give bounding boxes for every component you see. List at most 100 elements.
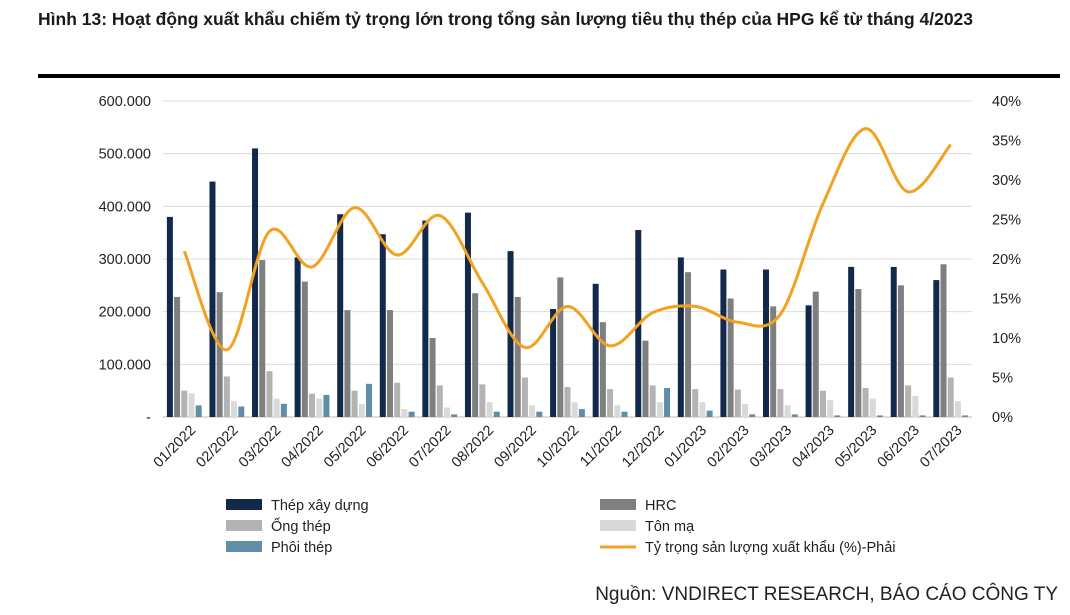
bar bbox=[571, 402, 578, 417]
bar bbox=[834, 415, 841, 417]
bar bbox=[401, 409, 408, 417]
bar bbox=[656, 402, 663, 417]
legend-label: HRC bbox=[645, 498, 676, 514]
bar bbox=[720, 269, 727, 417]
bar bbox=[280, 403, 287, 417]
export-share-line bbox=[182, 127, 952, 352]
bar bbox=[344, 310, 351, 417]
bar bbox=[770, 306, 777, 417]
bar bbox=[259, 260, 266, 417]
y-right-tick-label: 25% bbox=[992, 213, 1021, 229]
x-tick-label: 11/2022 bbox=[577, 423, 625, 471]
bar bbox=[784, 405, 791, 417]
y-right-tick-labels: 0% 5% 10% 15% 20% 25% 30% 35% 40% bbox=[992, 94, 1021, 426]
bar bbox=[734, 389, 741, 417]
bar bbox=[379, 234, 386, 417]
bar bbox=[479, 384, 486, 417]
bar bbox=[933, 280, 940, 417]
bar bbox=[216, 292, 223, 417]
bar bbox=[954, 401, 961, 417]
bar bbox=[699, 402, 706, 417]
bar bbox=[451, 414, 458, 417]
y-right-tick-label: 30% bbox=[992, 173, 1021, 189]
bar bbox=[742, 403, 749, 417]
bar bbox=[238, 406, 245, 417]
x-tick-label: 08/2022 bbox=[449, 423, 497, 471]
bar bbox=[550, 309, 557, 417]
x-tick-label: 03/2022 bbox=[236, 423, 284, 471]
bar bbox=[819, 390, 826, 417]
legend-swatch bbox=[600, 499, 636, 510]
x-tick-label: 02/2022 bbox=[193, 423, 241, 471]
y-right-tick-label: 15% bbox=[992, 292, 1021, 308]
bar bbox=[209, 181, 216, 417]
bar bbox=[592, 283, 599, 417]
y-right-tick-label: 20% bbox=[992, 252, 1021, 268]
bar-series bbox=[166, 148, 969, 417]
bar bbox=[166, 216, 173, 417]
legend: Thép xây dựng HRC Ống thép Tôn mạ Phôi thép T… bbox=[226, 498, 896, 556]
bar bbox=[181, 390, 188, 417]
bar bbox=[273, 398, 280, 417]
x-tick-label: 09/2022 bbox=[491, 423, 539, 471]
y-left-tick-labels: - 100.000 200.000 300.000 400.000 500.000 600.… bbox=[99, 94, 152, 426]
bar bbox=[521, 377, 528, 417]
bar bbox=[386, 310, 393, 417]
bar bbox=[947, 377, 954, 417]
bar bbox=[677, 257, 684, 417]
bar bbox=[607, 389, 614, 417]
bar bbox=[223, 376, 230, 417]
legend-label: Thép xây dựng bbox=[271, 498, 369, 514]
bar bbox=[358, 403, 365, 417]
bar bbox=[777, 389, 784, 417]
bar bbox=[174, 296, 181, 417]
bar bbox=[890, 266, 897, 417]
bar bbox=[408, 411, 415, 417]
bar bbox=[727, 298, 734, 417]
bar bbox=[443, 407, 450, 417]
y-right-tick-label: 10% bbox=[992, 331, 1021, 347]
bar bbox=[429, 338, 436, 417]
bar bbox=[685, 272, 692, 417]
x-tick-label: 06/2023 bbox=[875, 423, 923, 471]
x-tick-labels: 01/202202/202203/202204/202205/202206/20… bbox=[151, 423, 966, 471]
x-tick-label: 12/2022 bbox=[619, 423, 667, 471]
x-tick-label: 04/2022 bbox=[278, 423, 326, 471]
bar bbox=[621, 411, 628, 417]
y-left-tick-label: 400.000 bbox=[99, 199, 151, 215]
legend-label: Tôn mạ bbox=[645, 519, 695, 535]
bar bbox=[912, 395, 919, 417]
bar bbox=[905, 385, 912, 417]
bar bbox=[599, 322, 606, 417]
bar bbox=[862, 388, 869, 417]
bar bbox=[855, 289, 862, 417]
source-note: Nguồn: VNDIRECT RESEARCH, BÁO CÁO CÔNG T… bbox=[595, 584, 1058, 605]
y-right-tick-label: 40% bbox=[992, 94, 1021, 110]
bar bbox=[876, 415, 883, 417]
bar bbox=[422, 220, 429, 417]
bar bbox=[529, 405, 536, 417]
y-left-tick-label: 200.000 bbox=[99, 305, 151, 321]
bar bbox=[706, 410, 713, 417]
bar bbox=[266, 371, 273, 417]
x-tick-label: 05/2022 bbox=[321, 423, 369, 471]
figure-title: Hình 13: Hoạt động xuất khẩu chiếm tỷ tr… bbox=[38, 9, 974, 29]
x-tick-label: 03/2023 bbox=[747, 423, 795, 471]
y-right-tick-label: 5% bbox=[992, 371, 1013, 387]
bar bbox=[436, 385, 443, 417]
bar bbox=[805, 305, 812, 417]
bar bbox=[493, 411, 500, 417]
bar bbox=[536, 411, 543, 417]
bar bbox=[323, 394, 330, 417]
bar bbox=[564, 386, 571, 417]
bar bbox=[897, 285, 904, 417]
bar bbox=[962, 415, 969, 417]
bar bbox=[812, 291, 819, 417]
bar bbox=[557, 277, 564, 417]
bar bbox=[848, 266, 855, 417]
bar bbox=[316, 398, 323, 417]
bar bbox=[578, 409, 585, 417]
bar bbox=[919, 415, 926, 417]
y-left-tick-label: 600.000 bbox=[99, 94, 151, 110]
bar bbox=[472, 293, 479, 417]
